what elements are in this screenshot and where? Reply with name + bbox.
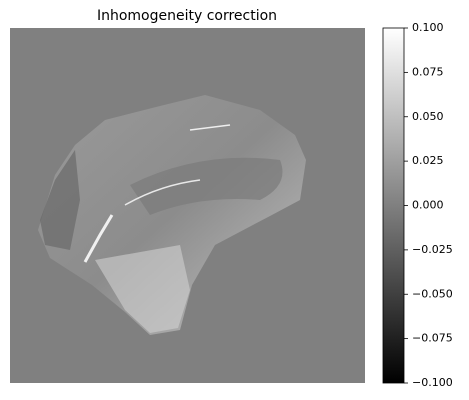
colorbar-tick-label: −0.100 <box>412 376 453 389</box>
colorbar-tick-label: 0.025 <box>412 154 444 167</box>
colorbar-tick-label: −0.050 <box>412 287 453 300</box>
bright-vessel <box>124 179 201 206</box>
colorbar-tick-label: −0.025 <box>412 243 453 256</box>
dark-band <box>130 157 283 215</box>
bright-vessel <box>189 124 231 131</box>
colorbar-tick-label: 0.050 <box>412 110 444 123</box>
colorbar-tick-label: 0.075 <box>412 65 444 78</box>
bright-region <box>95 245 190 333</box>
colorbar <box>382 27 405 384</box>
colorbar-tick-label: −0.075 <box>412 332 453 345</box>
image-content <box>38 95 306 335</box>
dark-region <box>40 150 80 250</box>
colorbar-tick-label: 0.100 <box>412 21 444 34</box>
bright-vessel <box>83 214 114 263</box>
chart-title: Inhomogeneity correction <box>97 8 277 24</box>
colorbar-tick-label: 0.000 <box>412 199 444 212</box>
